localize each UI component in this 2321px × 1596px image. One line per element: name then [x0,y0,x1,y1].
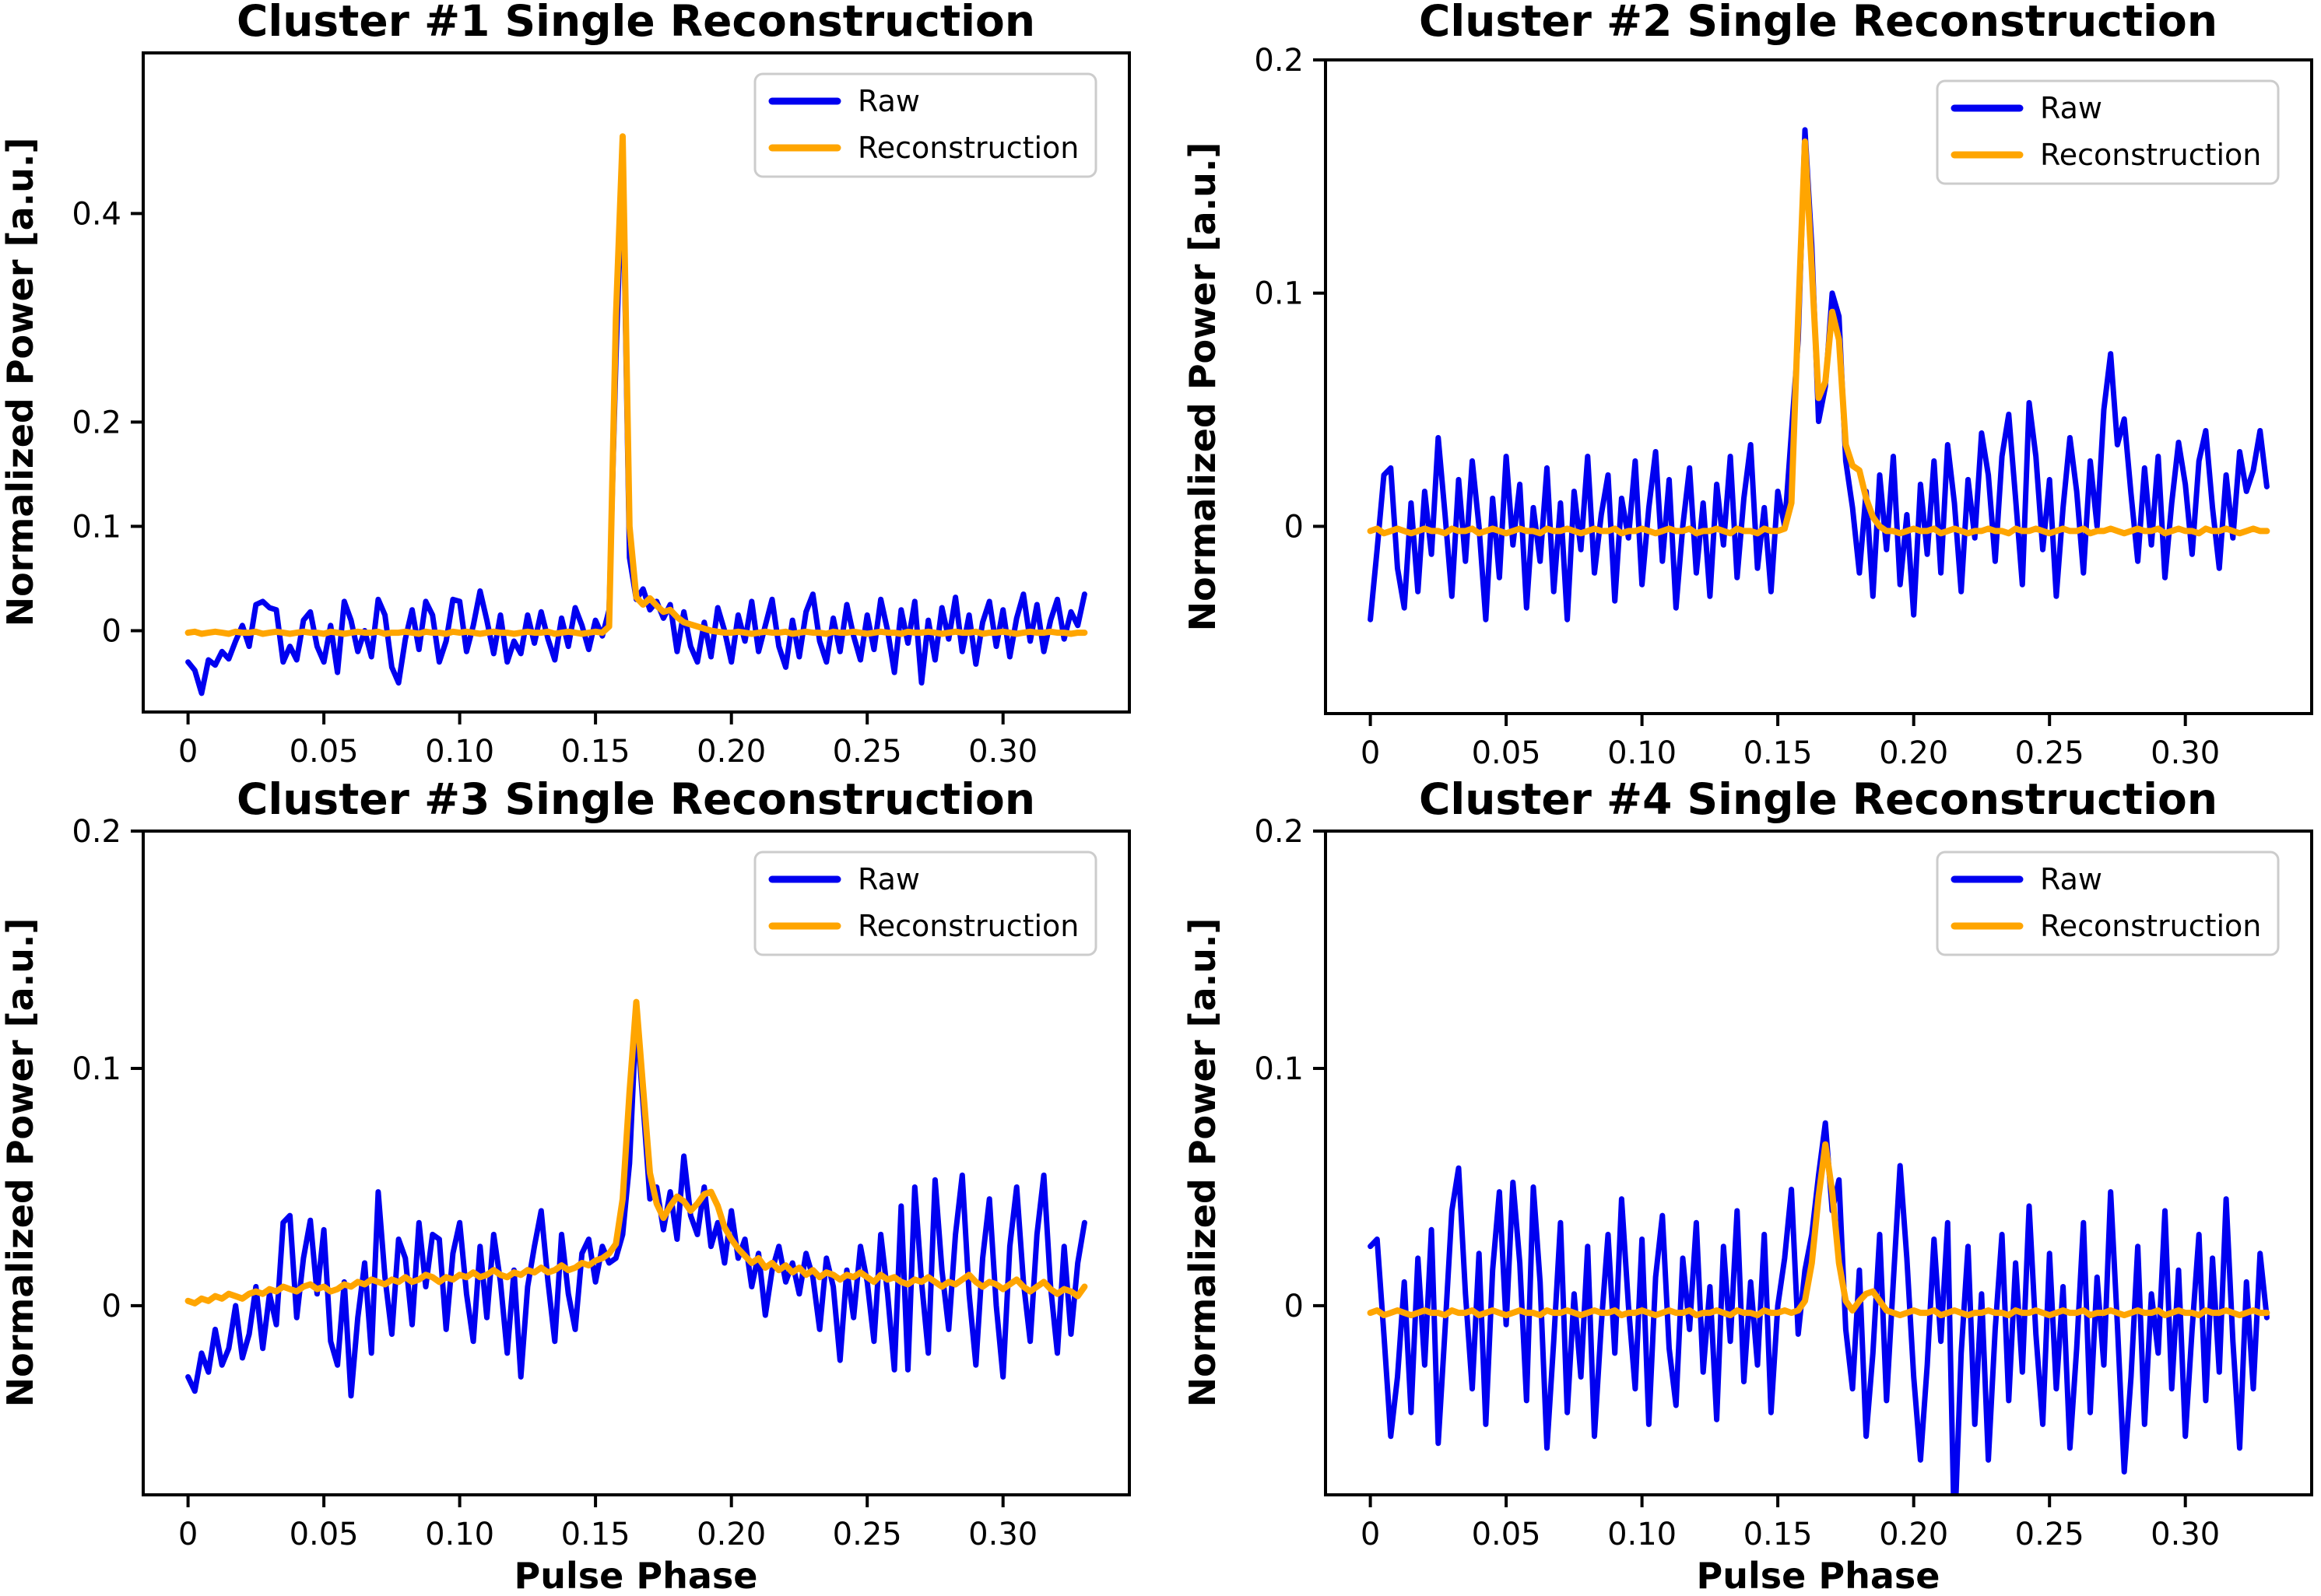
x-tick-label: 0 [1361,735,1380,771]
legend-reconstruction-label: Reconstruction [2040,909,2261,943]
x-tick-label: 0.10 [1607,735,1677,771]
chart-4-x-axis-label: Pulse Phase [1697,1555,1940,1596]
legend-raw-label: Raw [858,84,920,118]
reconstruction-line [1367,1141,2270,1319]
legend-raw-label: Raw [858,862,920,896]
reconstruction-line [184,133,1088,637]
reconstruction-line [184,998,1088,1307]
chart-3-y-axis-label: Normalized Power [a.u.] [0,918,41,1408]
raw-line [185,1013,1087,1399]
chart-4-series [1367,1120,2270,1495]
chart-3-ticks: 0 0.05 0.10 0.15 0.20 0.25 0.30 0 0.1 0.2 [72,814,1038,1552]
chart-cluster-2: Cluster #2 Single Reconstruction Normali… [1182,0,2313,771]
chart-1-title: Cluster #1 Single Reconstruction [237,0,1035,46]
chart-1-plot-border [142,51,1131,714]
x-tick-label: 0.25 [2015,735,2084,771]
chart-2-title: Cluster #2 Single Reconstruction [1419,0,2217,46]
x-tick-label: 0.20 [1879,735,1948,771]
chart-1-series [184,133,1088,696]
chart-3-plot-border [142,830,1131,1496]
y-tick-label: 0.1 [72,509,121,545]
x-tick-label: 0.05 [290,734,359,770]
chart-3-title: Cluster #3 Single Reconstruction [237,774,1035,824]
chart-2-y-axis-label: Normalized Power [a.u.] [1182,142,1224,632]
x-tick-label: 0 [1361,1517,1380,1552]
x-tick-label: 0.10 [1607,1517,1677,1552]
chart-3-x-axis-label: Pulse Phase [514,1555,758,1596]
chart-4-ticks: 0 0.05 0.10 0.15 0.20 0.25 0.30 0 0.1 0.2 [1254,814,2220,1552]
x-tick-label: 0.10 [425,1517,494,1552]
chart-3-legend: Raw Reconstruction [753,851,1097,956]
y-tick-label: 0.4 [72,196,121,232]
x-tick-label: 0 [178,734,198,770]
chart-cluster-4: Cluster #4 Single Reconstruction Normali… [1182,774,2313,1596]
legend-reconstruction-label: Reconstruction [858,131,1079,165]
x-tick-label: 0.20 [697,1517,766,1552]
chart-3-series [184,998,1088,1399]
x-tick-label: 0.25 [833,734,902,770]
x-tick-label: 0.15 [1743,1517,1813,1552]
chart-4-plot-border [1324,830,2313,1496]
y-tick-label: 0.1 [1254,1051,1304,1087]
reconstruction-line [1367,138,2270,537]
legend-reconstruction-label: Reconstruction [858,909,1079,943]
chart-cluster-1: Cluster #1 Single Reconstruction Normali… [0,0,1131,770]
x-tick-label: 0.20 [1879,1517,1948,1552]
x-tick-label: 0.05 [1472,1517,1541,1552]
chart-2-legend: Raw Reconstruction [1936,79,2280,185]
legend-raw-label: Raw [2040,862,2102,896]
x-tick-label: 0.25 [2015,1517,2084,1552]
chart-4-legend: Raw Reconstruction [1936,851,2280,956]
x-tick-label: 0.30 [968,1517,1038,1552]
y-tick-label: 0 [1284,509,1304,545]
chart-4-title: Cluster #4 Single Reconstruction [1419,774,2217,824]
y-tick-label: 0 [102,1289,121,1324]
legend-raw-label: Raw [2040,91,2102,125]
x-tick-label: 0.05 [1472,735,1541,771]
chart-cluster-3: Cluster #3 Single Reconstruction Normali… [0,774,1131,1596]
x-tick-label: 0.15 [1743,735,1813,771]
y-tick-label: 0.2 [72,405,121,440]
chart-4-y-axis-label: Normalized Power [a.u.] [1182,918,1224,1408]
x-tick-label: 0.30 [968,734,1038,770]
y-tick-label: 0 [102,614,121,650]
x-tick-label: 0.30 [2151,1517,2220,1552]
y-tick-label: 0.2 [1254,43,1304,79]
legend-reconstruction-label: Reconstruction [2040,138,2261,172]
chart-2-ticks: 0 0.05 0.10 0.15 0.20 0.25 0.30 0 0.1 0.2 [1254,43,2220,771]
y-tick-label: 0.2 [72,814,121,850]
chart-1-y-axis-label: Normalized Power [a.u.] [0,138,41,627]
x-tick-label: 0 [178,1517,198,1552]
x-tick-label: 0.05 [290,1517,359,1552]
y-tick-label: 0.2 [1254,814,1304,850]
chart-1-ticks: 0 0.05 0.10 0.15 0.20 0.25 0.30 0 0.1 0.2 0.4 [72,196,1038,770]
y-tick-label: 0.1 [1254,276,1304,312]
x-tick-label: 0.15 [561,1517,630,1552]
chart-2-series [1367,127,2270,623]
chart-2-plot-border [1324,58,2313,715]
chart-1-legend: Raw Reconstruction [753,72,1097,178]
y-tick-label: 0 [1284,1289,1304,1324]
x-tick-label: 0.20 [697,734,766,770]
x-tick-label: 0.30 [2151,735,2220,771]
raw-line [1368,127,2270,623]
x-tick-label: 0.10 [425,734,494,770]
raw-line [185,158,1087,696]
y-tick-label: 0.1 [72,1051,121,1087]
x-tick-label: 0.15 [561,734,630,770]
x-tick-label: 0.25 [833,1517,902,1552]
